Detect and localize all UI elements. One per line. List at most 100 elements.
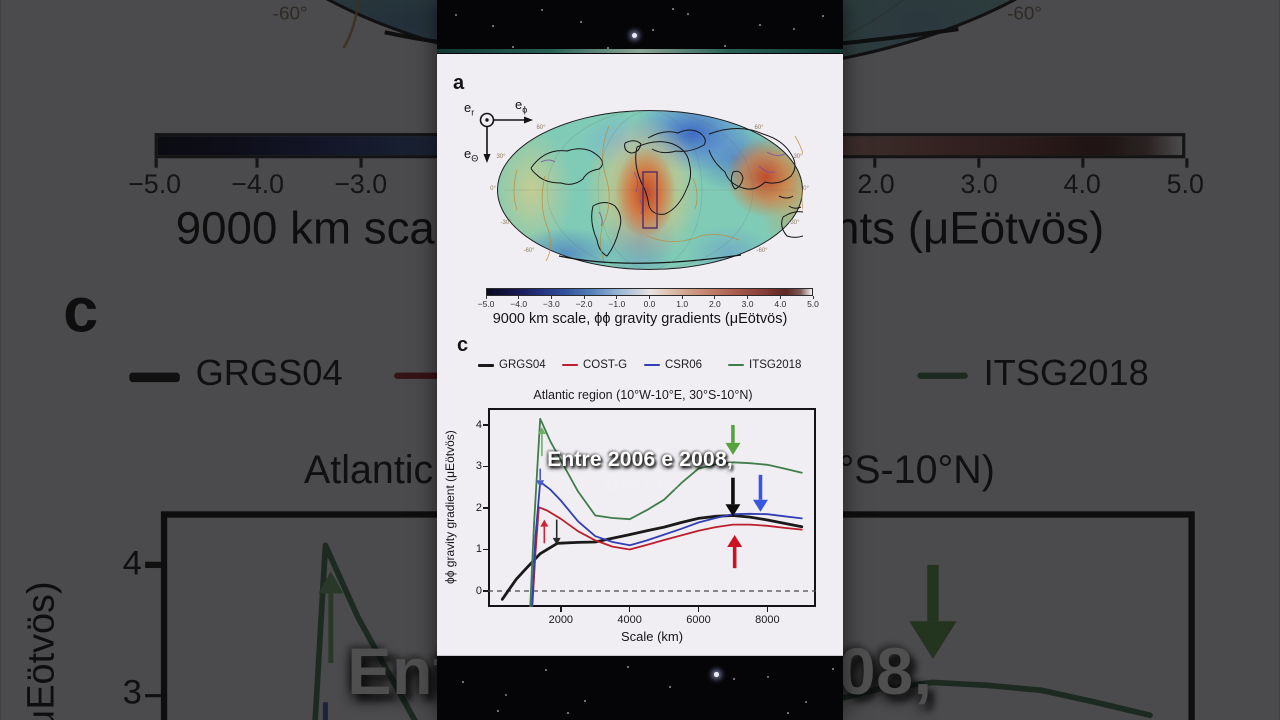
colorbar-tick-label: 1.0: [676, 299, 689, 309]
star: [512, 46, 514, 48]
colorbar-tick-label: 5.0: [807, 299, 819, 309]
y-tick-mark: [483, 465, 488, 468]
chart-y-axis-label: ϕϕ gravity gradient (μEötvös): [443, 430, 457, 584]
colorbar-tick-mark: [714, 296, 716, 299]
colorbar-tick-label: 3.0: [741, 299, 754, 309]
star: [787, 712, 789, 714]
x-tick-mark: [697, 607, 700, 612]
y-tick-mark: [145, 562, 161, 568]
colorbar-tick-mark: [1080, 158, 1084, 168]
colorbar-tick-mark: [977, 158, 981, 168]
graticule-label: -60°: [523, 248, 535, 254]
faint-previous-subtitle: SATELLITES: [604, 482, 682, 493]
x-tick-label: 4000: [617, 614, 642, 626]
legend-dash: [728, 363, 744, 367]
letterbox-top: [437, 0, 843, 54]
y-tick-label: 2: [475, 501, 482, 514]
graticule-label: -30°: [500, 220, 512, 226]
colorbar-tick-label: 3.0: [960, 167, 998, 200]
star: [759, 24, 761, 26]
legend-item-itsg2018: ITSG2018: [917, 354, 1149, 398]
x-tick-label: 2000: [548, 614, 574, 626]
star: [545, 669, 547, 671]
star: [733, 678, 735, 680]
chart-y-axis-label: ϕϕ gravity gradient (μEötvös): [19, 508, 69, 720]
colorbar-tick-label: −5.0: [128, 167, 182, 200]
panel-c-label: c: [457, 334, 469, 356]
star: [822, 15, 824, 17]
legend-item-grgs04: GRGS04: [478, 358, 546, 372]
y-tick-mark: [483, 507, 488, 509]
panel-a-label: a: [453, 72, 465, 94]
star: [492, 25, 494, 27]
star: [669, 686, 671, 688]
x-tick-label: 6000: [686, 614, 711, 626]
y-tick-label: 3: [122, 675, 142, 714]
colorbar-tick-label: −5.0: [477, 299, 495, 309]
x-tick-mark: [560, 607, 562, 612]
legend-item-csr06: CSR06: [644, 358, 702, 372]
legend-label: COST-G: [583, 359, 628, 371]
colorbar-tick-label: 2.0: [708, 299, 721, 309]
x-tick-mark: [766, 607, 769, 612]
graticule-label: -60°: [272, 6, 308, 26]
legend-dash: [644, 363, 660, 367]
legend-label: GRGS04: [499, 359, 546, 371]
letterbox-bottom: [437, 656, 843, 720]
legend-label: CSR06: [665, 359, 703, 371]
frame-artifact-strip: [437, 49, 843, 53]
star: [541, 9, 543, 11]
star: [627, 666, 629, 668]
e-r-vector-label: er: [464, 100, 475, 118]
colorbar-tick-mark: [518, 296, 520, 299]
graticule-label: -30°: [788, 220, 800, 226]
colorbar-tick-label: 4.0: [1063, 167, 1101, 200]
panel-c-label: c: [63, 278, 99, 348]
legend-label: GRGS04: [195, 356, 343, 395]
colorbar-tick-label: 5.0: [1166, 167, 1204, 200]
y-tick-label: 3: [475, 460, 482, 472]
star: [652, 29, 654, 31]
colorbar-tick-mark: [1183, 158, 1187, 168]
star: [462, 681, 464, 683]
graticule-label: 30°: [793, 154, 803, 160]
y-tick-mark: [483, 590, 488, 592]
colorbar-tick-mark: [812, 296, 814, 299]
graticule-label: 30°: [496, 154, 506, 160]
graticule-label: 60°: [754, 125, 764, 131]
star: [580, 21, 582, 23]
star: [584, 700, 586, 702]
figure-bottom-edge: [437, 655, 843, 656]
colorbar-tick-label: −4.0: [510, 299, 528, 309]
y-tick-label: 4: [122, 544, 142, 583]
e-theta-vector-label: eΘ: [464, 146, 479, 164]
chart-x-axis-label: Scale (km): [620, 629, 684, 644]
graticule-label: -60°: [756, 248, 768, 254]
star: [767, 676, 769, 678]
legend-item-itsg2018: ITSG2018: [728, 358, 801, 372]
graticule-label: 0°: [803, 186, 809, 192]
legend-dash: [478, 363, 494, 367]
y-tick-mark: [483, 424, 488, 426]
star: [567, 712, 569, 714]
y-tick-mark: [483, 548, 488, 551]
star: [832, 668, 834, 670]
colorbar-tick-label: −3.0: [543, 299, 560, 309]
legend-label: ITSG2018: [983, 356, 1149, 395]
colorbar-tick-mark: [681, 296, 683, 299]
star: [455, 14, 457, 16]
colorbar-tick-mark: [583, 296, 585, 299]
graticule-label: 60°: [536, 125, 546, 131]
legend-item-cost-g: COST-G: [562, 358, 627, 372]
colorbar-tick-mark: [485, 296, 487, 299]
colorbar-tick-mark: [550, 296, 552, 299]
chart-lines: [488, 417, 816, 607]
colorbar-tick-mark: [256, 158, 260, 168]
x-tick-label: 8000: [755, 614, 780, 626]
star: [505, 694, 507, 696]
star: [805, 701, 807, 703]
colorbar-tick-label: −4.0: [231, 167, 285, 200]
video-frame[interactable]: a er eϕ eΘ: [437, 0, 843, 720]
star: [672, 8, 674, 10]
